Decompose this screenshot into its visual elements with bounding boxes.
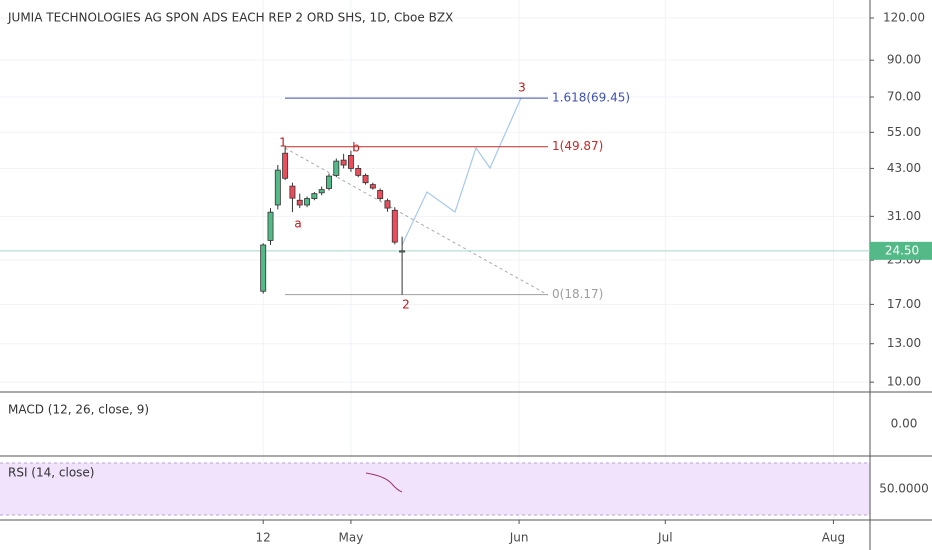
y-tick-label: 90.00: [887, 53, 921, 67]
y-tick-label: 55.00: [887, 125, 921, 139]
candle-body: [369, 184, 376, 189]
y-tick-label: 10.00: [887, 375, 921, 389]
rsi-title: RSI (14, close): [8, 466, 94, 480]
y-tick-label: 31.00: [887, 209, 921, 223]
last-price-box: [870, 241, 932, 260]
candle-body: [267, 211, 274, 241]
fib-label: 0(18.17): [552, 287, 603, 301]
y-tick-label: 43.00: [887, 161, 921, 175]
projection-path: [401, 97, 522, 246]
fib-label: 1(49.87): [552, 139, 603, 153]
candle-body: [340, 159, 347, 166]
candle-body: [274, 169, 281, 206]
candle-body: [260, 244, 267, 292]
fib-trend-line: [284, 147, 549, 296]
wave-label: 1: [279, 136, 287, 150]
candle-body: [289, 185, 296, 199]
x-tick-label: Jun: [509, 531, 529, 545]
macd-title: MACD (12, 26, close, 9): [8, 403, 149, 417]
wave-label: b: [352, 141, 360, 155]
candle-body: [347, 154, 354, 169]
x-tick-label: May: [339, 531, 364, 545]
candle-body: [326, 175, 332, 189]
candle-body: [333, 160, 340, 176]
candle-body: [311, 193, 318, 199]
fib-label: 1.618(69.45): [552, 91, 630, 105]
x-tick-label: Aug: [822, 531, 845, 545]
chart-title: JUMIA TECHNOLOGIES AG SPON ADS EACH REP …: [7, 11, 453, 25]
y-tick-label: 70.00: [887, 90, 921, 104]
x-tick-label: 12: [256, 531, 271, 545]
rsi-band: [0, 463, 870, 515]
candle-body: [296, 199, 303, 206]
candle-body: [391, 209, 398, 243]
y-tick-label: 13.00: [887, 336, 921, 350]
candle-body: [399, 250, 406, 253]
wave-label: a: [294, 217, 301, 231]
rsi-line: [365, 472, 403, 493]
wave-label: 2: [402, 298, 410, 312]
x-tick-label: Jul: [657, 531, 672, 545]
candle-body: [377, 190, 384, 199]
candle-body: [282, 152, 289, 179]
last-price-label: 24.50: [885, 243, 919, 257]
wave-label: 3: [518, 81, 526, 95]
candle-body: [362, 174, 369, 184]
rsi-tick: 50.0000: [879, 482, 929, 496]
y-tick-label: 17.00: [887, 297, 921, 311]
candle-body: [384, 200, 391, 209]
marks: 1.618(69.45) 1(49.87) 0(18.17): [0, 91, 870, 301]
candle-body: [304, 198, 311, 206]
candle-body: [355, 168, 362, 176]
macd-tick: 0.00: [891, 417, 918, 431]
candle-body: [318, 189, 325, 194]
y-tick-label: 120.00: [883, 11, 925, 25]
